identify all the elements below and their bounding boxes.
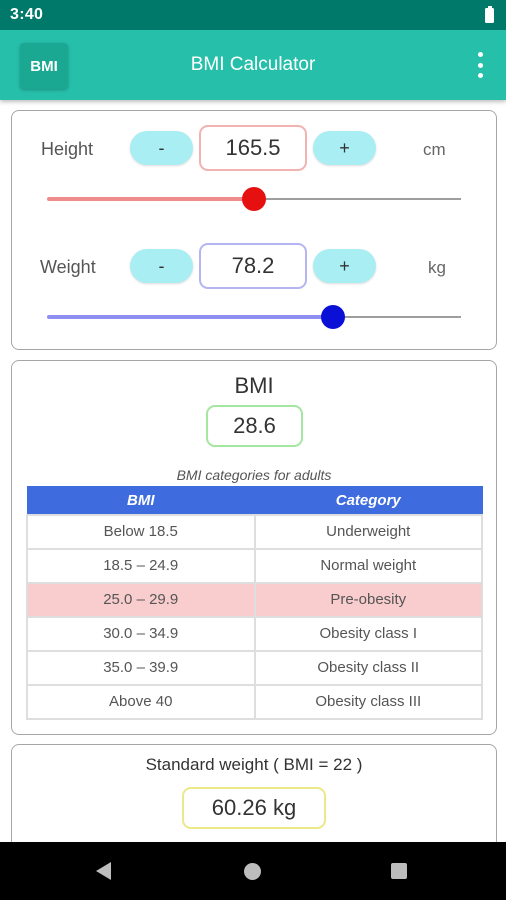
navigation-bar xyxy=(0,842,506,900)
table-row: 18.5 – 24.9 Normal weight xyxy=(26,547,483,584)
height-label: Height xyxy=(41,139,94,159)
category-cell: Normal weight xyxy=(253,547,483,584)
status-bar: 3:40 xyxy=(0,0,506,30)
category-cell: Underweight xyxy=(253,513,483,550)
category-cell: Pre-obesity xyxy=(253,581,483,618)
app-bar: BMI BMI Calculator xyxy=(0,30,506,100)
height-slider-thumb[interactable] xyxy=(242,187,266,211)
bmi-range-cell: 25.0 – 29.9 xyxy=(26,581,256,618)
recents-icon[interactable] xyxy=(391,863,407,879)
app-title: BMI Calculator xyxy=(190,54,316,75)
measurement-card: Height - 165.5 + cm Weight - 78.2 + kg xyxy=(11,110,497,350)
standard-weight-value: 60.26 kg xyxy=(182,787,326,829)
weight-slider[interactable] xyxy=(47,305,461,329)
category-cell: Obesity class II xyxy=(253,649,483,686)
weight-label: Weight xyxy=(40,257,96,277)
bmi-category-table: BMI Category Below 18.5 Underweight 18.5… xyxy=(26,486,483,720)
height-slider-track xyxy=(254,198,461,200)
weight-decrement-button[interactable]: - xyxy=(130,249,193,283)
weight-value-field[interactable]: 78.2 xyxy=(199,243,307,289)
standard-weight-title: Standard weight ( BMI = 22 ) xyxy=(145,755,363,774)
height-slider[interactable] xyxy=(47,187,461,211)
bmi-value: 28.6 xyxy=(206,405,303,447)
height-value-field[interactable]: 165.5 xyxy=(199,125,307,171)
category-cell: Obesity class I xyxy=(253,615,483,652)
bmi-range-cell: Below 18.5 xyxy=(26,513,256,550)
table-caption: BMI categories for adults xyxy=(176,467,332,483)
back-icon[interactable] xyxy=(96,862,111,880)
table-row: 30.0 – 34.9 Obesity class I xyxy=(26,615,483,652)
bmi-heading: BMI xyxy=(234,373,274,398)
table-row: 35.0 – 39.9 Obesity class II xyxy=(26,649,483,686)
height-slider-fill xyxy=(47,197,254,201)
bmi-card: BMI 28.6 BMI categories for adults BMI C… xyxy=(11,360,497,735)
weight-slider-track xyxy=(333,316,461,318)
table-row: Above 40 Obesity class III xyxy=(26,683,483,720)
bmi-range-cell: Above 40 xyxy=(26,683,256,720)
bmi-range-cell: 35.0 – 39.9 xyxy=(26,649,256,686)
battery-icon xyxy=(485,5,494,23)
column-header-category: Category xyxy=(254,486,483,515)
weight-slider-fill xyxy=(47,315,333,319)
category-cell: Obesity class III xyxy=(253,683,483,720)
height-decrement-button[interactable]: - xyxy=(130,131,193,165)
app-logo: BMI xyxy=(20,43,68,89)
weight-increment-button[interactable]: + xyxy=(313,249,376,283)
weight-slider-thumb[interactable] xyxy=(321,305,345,329)
status-time: 3:40 xyxy=(10,6,44,23)
height-unit: cm xyxy=(423,140,446,159)
table-row: Below 18.5 Underweight xyxy=(26,513,483,550)
table-header-row: BMI Category xyxy=(26,486,483,515)
home-icon[interactable] xyxy=(244,863,261,880)
column-header-bmi: BMI xyxy=(26,486,255,515)
height-increment-button[interactable]: + xyxy=(313,131,376,165)
table-row: 25.0 – 29.9 Pre-obesity xyxy=(26,581,483,618)
weight-unit: kg xyxy=(428,258,446,277)
bmi-range-cell: 30.0 – 34.9 xyxy=(26,615,256,652)
bmi-range-cell: 18.5 – 24.9 xyxy=(26,547,256,584)
overflow-menu-icon[interactable] xyxy=(468,52,492,78)
